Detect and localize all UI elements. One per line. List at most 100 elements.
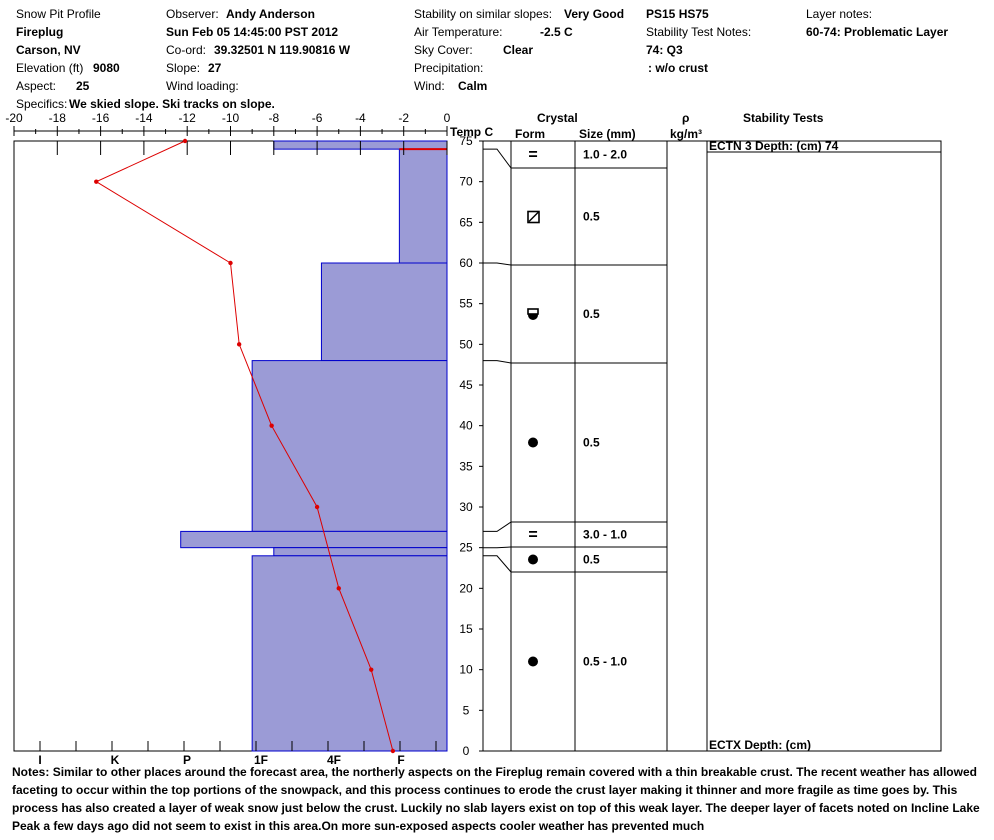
observation-datetime: Sun Feb 05 14:45:00 PST 2012 bbox=[166, 25, 339, 39]
temperature-tick-label: 0 bbox=[444, 111, 451, 125]
stability-value: Very Good bbox=[564, 7, 625, 21]
size-header: Size (mm) bbox=[579, 127, 636, 141]
crystal-size-value: 0.5 bbox=[583, 307, 600, 321]
height-tick-label: 45 bbox=[459, 378, 473, 392]
observer-value: Andy Anderson bbox=[226, 7, 315, 21]
notes-section: Notes: Similar to other places around th… bbox=[12, 763, 987, 835]
hardness-tick-label: I bbox=[38, 753, 41, 767]
layer-connector bbox=[483, 555, 512, 573]
stability-tests-header: Stability Tests bbox=[743, 111, 824, 125]
crystal-form-rounded-facet-top bbox=[527, 308, 539, 315]
height-tick-label: 10 bbox=[459, 663, 473, 677]
slope-value: 27 bbox=[208, 61, 222, 75]
profile-title: Snow Pit Profile bbox=[16, 7, 101, 21]
stability-notes-label: Stability Test Notes: bbox=[646, 25, 752, 39]
temperature-point bbox=[236, 342, 242, 347]
ps-hs-value: PS15 HS75 bbox=[646, 7, 709, 21]
stability-note-2: : w/o crust bbox=[648, 61, 709, 75]
temperature-point bbox=[182, 138, 188, 144]
height-tick-label: 20 bbox=[459, 581, 473, 595]
density-unit-header: kg/m³ bbox=[670, 127, 703, 141]
stability-test-label: ECTN 3 Depth: (cm) 74 bbox=[709, 139, 839, 153]
stability-test-label: ECTX Depth: (cm) bbox=[709, 738, 811, 752]
crystal-form-symbol: = bbox=[528, 147, 537, 164]
temperature-point bbox=[94, 179, 99, 184]
crystal-form-rounded-icon bbox=[528, 437, 538, 448]
crystal-form-symbol: = bbox=[528, 527, 537, 544]
temp-column-header: Temp C bbox=[450, 125, 494, 139]
temperature-point bbox=[390, 748, 396, 754]
sky-cover-label: Sky Cover: bbox=[414, 43, 473, 57]
hardness-layer bbox=[251, 555, 448, 752]
temperature-point bbox=[314, 504, 320, 510]
height-tick-label: 65 bbox=[459, 215, 473, 229]
temperature-point bbox=[336, 586, 341, 591]
height-tick-label: 40 bbox=[459, 419, 473, 433]
location-name: Fireplug bbox=[16, 25, 64, 39]
crystal-size-value: 0.5 - 1.0 bbox=[583, 655, 627, 669]
precipitation-label: Precipitation: bbox=[414, 61, 484, 75]
layer-connector bbox=[483, 546, 512, 549]
height-tick-label: 30 bbox=[459, 500, 473, 514]
temperature-tick-label: -6 bbox=[312, 111, 323, 125]
hardness-tick-label: P bbox=[183, 753, 191, 767]
temperature-point bbox=[228, 260, 233, 266]
rho-header: ρ bbox=[682, 111, 690, 125]
crystal-form-rounded-icon bbox=[528, 554, 538, 565]
temperature-tick-label: -4 bbox=[355, 111, 366, 125]
stability-label: Stability on similar slopes: bbox=[414, 7, 553, 21]
hardness-layer bbox=[320, 262, 448, 362]
layer-connector bbox=[483, 360, 512, 364]
coord-label: Co-ord: bbox=[166, 43, 207, 57]
temperature-tick-label: -16 bbox=[92, 111, 110, 125]
specifics-label: Specifics: bbox=[16, 97, 68, 111]
hardness-layer bbox=[398, 148, 448, 264]
crystal-size-value: 0.5 bbox=[583, 436, 600, 450]
temperature-tick-label: -10 bbox=[222, 111, 240, 125]
height-tick-label: 25 bbox=[459, 541, 473, 555]
height-tick-label: 15 bbox=[459, 622, 473, 636]
notes-label: Notes: bbox=[12, 765, 50, 779]
hardness-layer bbox=[251, 360, 448, 532]
stability-tests-frame bbox=[706, 140, 942, 752]
layer-connector bbox=[483, 262, 512, 266]
aspect-label: Aspect: bbox=[16, 79, 57, 93]
density-column-frame bbox=[666, 140, 708, 752]
hardness-tick-label: 4F bbox=[327, 753, 341, 767]
temperature-tick-label: -20 bbox=[5, 111, 23, 125]
hardness-tick-label: F bbox=[397, 753, 404, 767]
slope-label: Slope: bbox=[166, 61, 201, 75]
form-header: Form bbox=[515, 127, 545, 141]
crystal-size-value: 0.5 bbox=[583, 553, 600, 567]
temperature-point bbox=[269, 423, 274, 428]
sky-cover-value: Clear bbox=[503, 43, 534, 57]
height-tick-label: 0 bbox=[463, 744, 470, 758]
layer-connector bbox=[483, 148, 512, 169]
specifics-value: We skied slope. Ski tracks on slope. bbox=[69, 97, 275, 111]
region-name: Carson, NV bbox=[16, 43, 81, 57]
notes-text: Similar to other places around the forec… bbox=[12, 765, 980, 833]
crystal-size-value: 0.5 bbox=[583, 210, 600, 224]
elevation-value: 9080 bbox=[93, 61, 120, 75]
aspect-value: 25 bbox=[76, 79, 90, 93]
crystal-header: Crystal bbox=[537, 111, 578, 125]
stability-note-1: 74: Q3 bbox=[646, 43, 683, 57]
temperature-tick-label: -12 bbox=[179, 111, 197, 125]
elevation-label: Elevation (ft) bbox=[16, 61, 84, 75]
temperature-tick-label: -2 bbox=[398, 111, 409, 125]
air-temp-value: -2.5 C bbox=[540, 25, 573, 39]
crystal-form-faceted-icon bbox=[527, 210, 540, 224]
temperature-tick-label: -14 bbox=[135, 111, 153, 125]
height-tick-label: 75 bbox=[459, 134, 473, 148]
hardness-tick-label: 1F bbox=[254, 753, 268, 767]
observer-label: Observer: bbox=[166, 7, 219, 21]
wind-label: Wind: bbox=[414, 79, 445, 93]
hardness-tick-label: K bbox=[111, 753, 120, 767]
snow-profile-chart: -20 -18 -16 -14 -12 -10 -8 -6 -4 -2 0I K P 1F 4F F05101… bbox=[5, 111, 942, 767]
height-tick-label: 35 bbox=[459, 459, 473, 473]
height-tick-label: 70 bbox=[459, 175, 473, 189]
height-tick-label: 60 bbox=[459, 256, 473, 270]
height-tick-label: 50 bbox=[459, 337, 473, 351]
crystal-form-rounded-icon bbox=[528, 656, 538, 667]
temperature-point bbox=[369, 667, 374, 672]
